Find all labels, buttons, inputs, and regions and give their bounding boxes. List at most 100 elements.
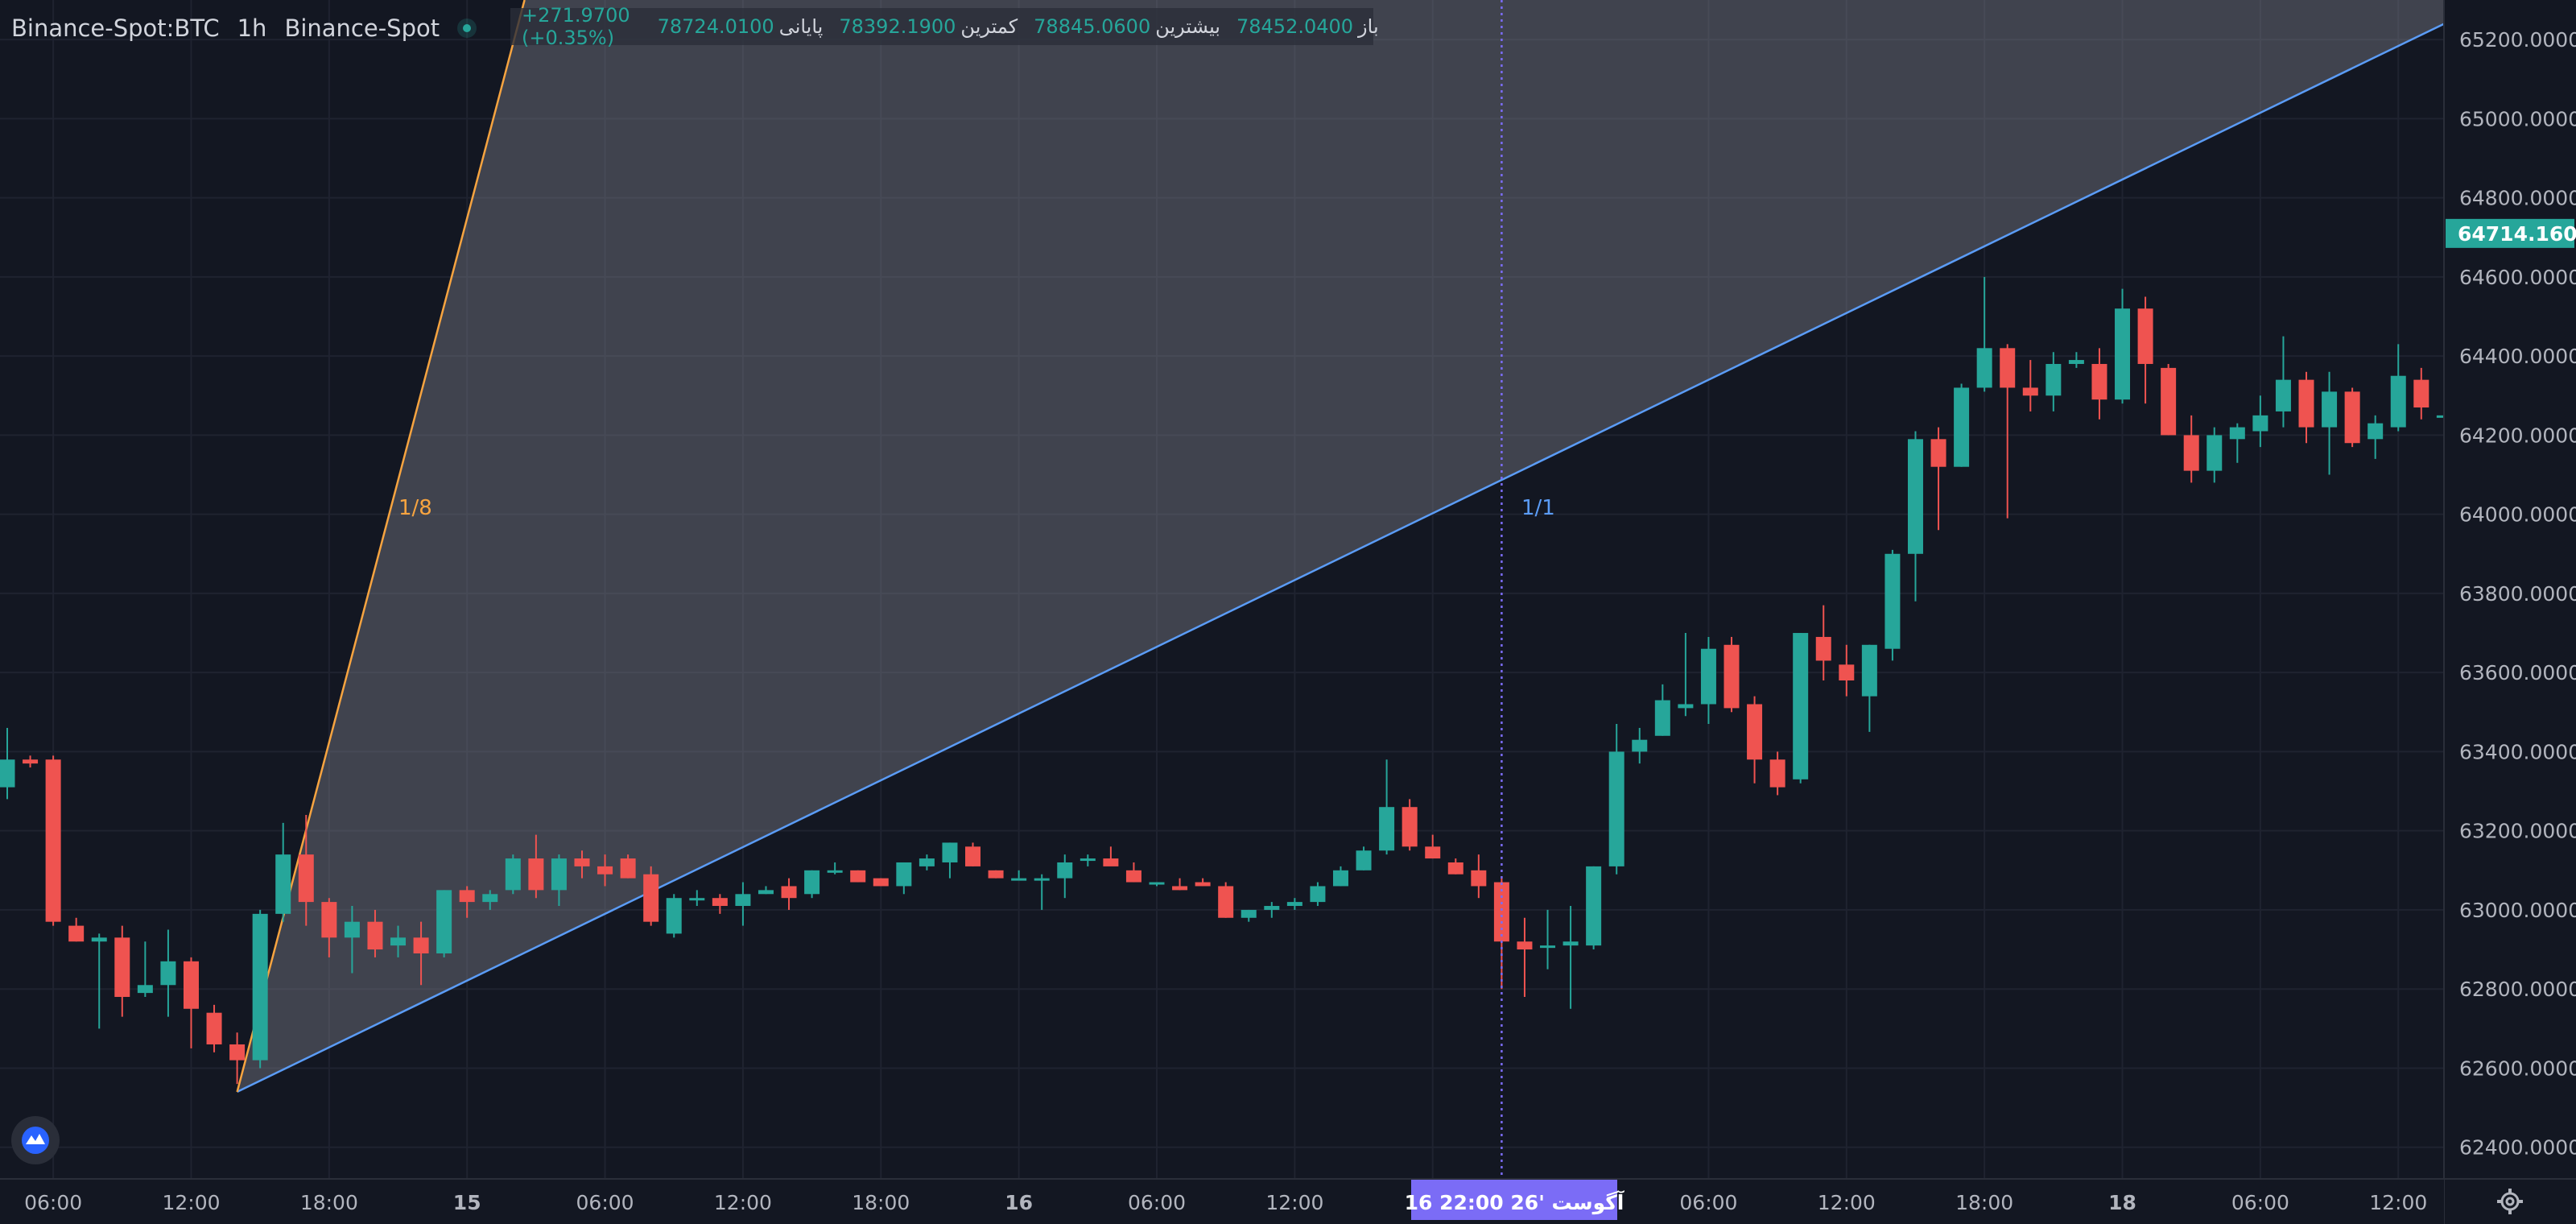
candle (2161, 363, 2177, 436)
candle (2275, 336, 2291, 428)
candle (643, 866, 659, 926)
candle (1471, 854, 1487, 899)
candle (551, 854, 567, 907)
candle (896, 862, 912, 895)
price-tick-label: 62800.0000 (2459, 978, 2576, 1001)
candle (1034, 874, 1050, 910)
candle (229, 1032, 246, 1085)
candle-body (988, 870, 1004, 879)
candle-body (1218, 886, 1234, 918)
candle-body (114, 937, 130, 998)
candle-body (1632, 739, 1648, 752)
candle-body (45, 759, 61, 922)
candle (1976, 276, 1992, 392)
candle (1103, 846, 1119, 866)
interval-label[interactable]: 1h (237, 14, 267, 42)
candle-body (1861, 644, 1877, 697)
candle (0, 727, 15, 800)
candle-body (2275, 379, 2291, 411)
candle (1678, 633, 1694, 717)
candle-body (712, 898, 728, 907)
time-tick-label: 12:00 (1265, 1191, 1323, 1214)
candle-body (1907, 439, 1923, 554)
candle (1286, 898, 1302, 910)
candle (1125, 862, 1141, 883)
candle (528, 834, 544, 899)
candle-body (666, 898, 682, 934)
candle-body (2322, 391, 2338, 428)
candle (137, 941, 153, 998)
candle-body (1057, 862, 1073, 879)
candle-body (68, 925, 85, 942)
candle (1356, 846, 1372, 870)
candle (206, 1004, 222, 1052)
candle-body (1540, 945, 1556, 949)
price-axis[interactable]: 62400.0000 62600.0000 62800.0000 63000.0000… (2443, 0, 2576, 1224)
candle-body (1724, 644, 1740, 709)
gann-fan-drawing[interactable]: 1/8 1/1 (236, 0, 2445, 1094)
candle-body (551, 858, 567, 891)
candle-body (298, 854, 314, 903)
price-tick-label: 63800.0000 (2459, 582, 2576, 606)
candle-body (2390, 375, 2406, 428)
candle-body (2413, 379, 2429, 408)
candle-body (344, 921, 360, 938)
candle-body (919, 858, 935, 866)
time-tick-label: 18:00 (300, 1191, 358, 1214)
candle-body (597, 866, 613, 875)
high-label: بیشترین (1155, 15, 1220, 38)
tradingview-logo-icon[interactable] (11, 1116, 60, 1164)
time-tick-label: 06:00 (1128, 1191, 1186, 1214)
open-label: باز (1358, 15, 1379, 38)
candle (1769, 751, 1785, 796)
symbol-name[interactable]: Binance-Spot:BTC (11, 14, 220, 42)
candle (2000, 344, 2016, 519)
price-tick-label: 64000.0000 (2459, 503, 2576, 527)
candle-body (137, 985, 153, 994)
candle-body (1447, 862, 1463, 875)
time-tick-label: 18 (2108, 1191, 2136, 1214)
candle-body (2115, 308, 2131, 400)
candle (1747, 696, 1763, 784)
candle (45, 755, 61, 926)
candle (1218, 882, 1234, 918)
candle (1172, 878, 1188, 891)
candles (0, 94, 2475, 1085)
candle (2207, 427, 2223, 483)
candle (160, 929, 176, 1017)
gear-icon[interactable] (2496, 1187, 2524, 1216)
price-tick-label: 64200.0000 (2459, 424, 2576, 447)
price-tick-label: 63200.0000 (2459, 820, 2576, 843)
fan-line-1-1 (237, 23, 2445, 1094)
time-tick-label: 18:00 (1955, 1191, 2013, 1214)
candle (1379, 759, 1395, 855)
candle (1447, 858, 1463, 875)
candle (68, 917, 85, 942)
candle-body (1103, 858, 1119, 866)
candle (1310, 882, 1326, 907)
candle-body (1793, 633, 1809, 779)
candle (1930, 427, 1946, 531)
time-axis[interactable]: 06:00 12:00 18:00 15 06:00 12:00 18:00 16 06:00 1… (0, 1178, 2576, 1224)
candle (2298, 371, 2314, 444)
candle (91, 933, 107, 1029)
candle (2022, 360, 2038, 411)
candle (1425, 834, 1441, 859)
candle (1815, 605, 1831, 680)
candle (1149, 882, 1165, 887)
candle-body (91, 937, 107, 942)
price-tick-label: 62600.0000 (2459, 1057, 2576, 1080)
candle-body (620, 858, 636, 879)
candle-body (252, 913, 268, 1061)
candle-body (160, 961, 176, 986)
candle-body (2183, 435, 2199, 471)
candle (2390, 344, 2406, 432)
symbol-header: Binance-Spot:BTC 1h Binance-Spot (11, 11, 477, 45)
candle-body (321, 902, 337, 938)
candle-body (2000, 348, 2016, 388)
time-tick-label: 15 (453, 1191, 481, 1214)
candle (689, 890, 705, 907)
time-tick-label: 12:00 (1818, 1191, 1876, 1214)
